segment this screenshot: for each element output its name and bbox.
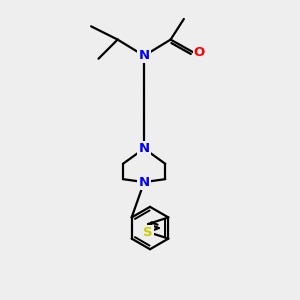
Text: S: S <box>143 226 153 238</box>
Text: N: N <box>139 49 150 62</box>
Text: N: N <box>139 176 150 189</box>
Text: O: O <box>194 46 205 59</box>
Text: N: N <box>139 142 150 155</box>
